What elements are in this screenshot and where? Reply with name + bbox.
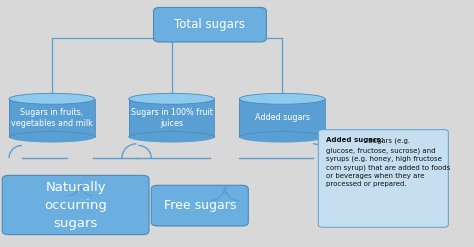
Ellipse shape	[9, 93, 95, 104]
Ellipse shape	[9, 132, 95, 143]
Ellipse shape	[128, 93, 214, 104]
Bar	[9, 99, 95, 137]
Text: Naturally
occurring
sugars: Naturally occurring sugars	[44, 181, 107, 229]
Text: Total sugars: Total sugars	[174, 18, 246, 31]
Text: Added sugars:: Added sugars:	[327, 137, 384, 143]
Text: glucose, fructose, sucrose) and
syrups (e.g. honey, high fructose
corn syrup) th: glucose, fructose, sucrose) and syrups (…	[327, 147, 451, 187]
FancyBboxPatch shape	[154, 7, 266, 42]
Bar	[128, 99, 214, 137]
FancyBboxPatch shape	[319, 130, 448, 227]
Text: Sugars in fruits,
vegetables and milk: Sugars in fruits, vegetables and milk	[11, 108, 93, 128]
Ellipse shape	[239, 132, 325, 143]
Text: Sugars in 100% fruit
juices: Sugars in 100% fruit juices	[131, 108, 212, 128]
Text: Added sugars: Added sugars	[255, 113, 310, 123]
Text: Free sugars: Free sugars	[164, 199, 236, 212]
FancyBboxPatch shape	[2, 175, 149, 235]
Bar	[239, 99, 325, 137]
Text: Sugars (e.g.: Sugars (e.g.	[368, 137, 410, 144]
FancyBboxPatch shape	[151, 185, 248, 226]
Ellipse shape	[239, 93, 325, 104]
Ellipse shape	[128, 132, 214, 143]
